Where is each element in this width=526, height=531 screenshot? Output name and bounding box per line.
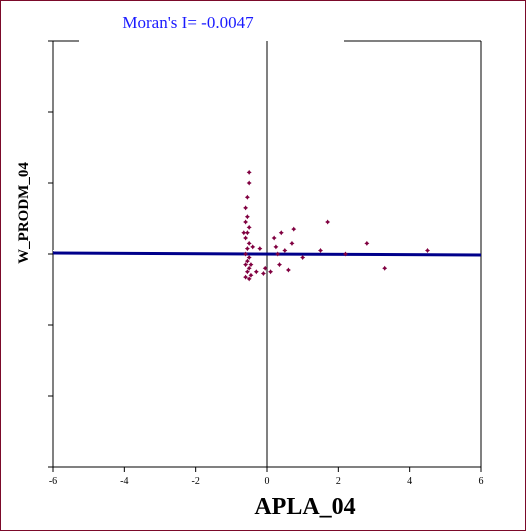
y-axis-ticks [48, 40, 53, 468]
data-point [244, 246, 250, 252]
data-point [243, 219, 249, 225]
data-point [300, 255, 306, 261]
data-point [318, 247, 323, 253]
data-point [243, 251, 249, 257]
data-point [244, 194, 250, 200]
data-point [271, 235, 277, 241]
x-tick-label: -4 [120, 476, 128, 487]
data-point [364, 240, 370, 246]
data-point [325, 219, 331, 225]
data-point [260, 271, 266, 277]
data-point [243, 274, 249, 280]
data-point [425, 247, 430, 253]
data-point [291, 226, 297, 232]
x-tick-label: 0 [265, 476, 270, 487]
regression-line [52, 251, 482, 257]
data-point [246, 224, 252, 230]
data-point [241, 230, 247, 236]
x-tick-label: 2 [336, 476, 341, 487]
data-point [276, 262, 282, 268]
data-point [243, 262, 249, 268]
data-point [253, 269, 259, 275]
data-point [243, 235, 249, 241]
y-axis-label: W_PRODM_04 [16, 162, 32, 264]
x-tick-label: 6 [479, 476, 484, 487]
data-point [244, 269, 250, 275]
data-point [246, 276, 252, 282]
data-point [273, 244, 279, 250]
data-point [248, 262, 254, 268]
data-point [246, 240, 252, 246]
data-point [342, 251, 348, 257]
data-point [282, 247, 288, 253]
data-point [246, 255, 252, 261]
data-point [285, 267, 291, 273]
data-point [262, 265, 268, 271]
data-point [244, 258, 250, 264]
data-point [246, 169, 252, 175]
x-tick-label: -6 [49, 476, 57, 487]
data-point [243, 205, 249, 211]
x-axis-label: APLA_04 [254, 494, 355, 520]
data-point [289, 240, 295, 246]
data-point [248, 272, 254, 278]
x-axis-ticks: -6 -4 -2 0 2 4 6 [49, 467, 484, 487]
data-point [246, 265, 252, 271]
data-point [257, 246, 263, 252]
scatter-points [241, 169, 430, 282]
data-point [275, 251, 281, 257]
chart-title: Moran's I= -0.0047 [122, 13, 254, 32]
data-point [382, 265, 388, 271]
x-tick-label: 4 [407, 476, 412, 487]
data-point [268, 269, 274, 275]
data-point [244, 230, 250, 236]
data-point [246, 180, 252, 186]
data-point [244, 214, 250, 220]
data-point [278, 230, 284, 236]
data-point [250, 244, 256, 250]
x-tick-label: -2 [191, 476, 199, 487]
